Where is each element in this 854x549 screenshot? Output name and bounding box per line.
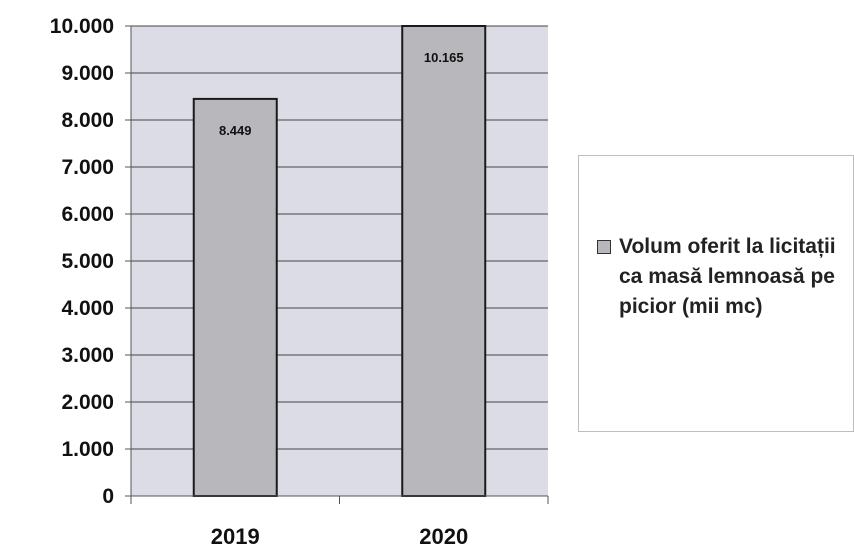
y-tick-label: 9.000 <box>61 62 114 85</box>
x-tick-label-2020: 2020 <box>419 524 468 549</box>
y-axis-ticks: 0 1.000 2.000 3.000 4.000 5.000 6.000 7.000 8.00… <box>50 15 131 508</box>
y-tick-label: 5.000 <box>61 250 114 273</box>
bar-2019 <box>192 97 278 497</box>
data-label-2019: 8.449 <box>219 123 252 138</box>
bar-2020 <box>401 25 487 497</box>
y-tick-label: 0 <box>102 485 114 508</box>
x-tick-label-2019: 2019 <box>211 524 260 549</box>
y-tick-label: 2.000 <box>61 391 114 414</box>
y-tick-label: 7.000 <box>61 156 114 179</box>
y-tick-label: 3.000 <box>61 344 114 367</box>
legend: Volum oferit la licitații ca masă lemnoa… <box>578 155 854 432</box>
y-tick-label: 1.000 <box>61 438 114 461</box>
y-tick-label: 6.000 <box>61 203 114 226</box>
legend-entry-label: Volum oferit la licitații ca masă lemnoa… <box>619 235 836 318</box>
legend-swatch <box>597 240 611 254</box>
y-tick-label: 8.000 <box>61 109 114 132</box>
y-tick-label: 10.000 <box>50 15 114 38</box>
bars: 8.449 10.165 <box>192 25 487 497</box>
x-axis: 2019 2020 <box>130 495 549 549</box>
y-tick-label: 4.000 <box>61 297 114 320</box>
data-label-2020: 10.165 <box>424 50 464 65</box>
